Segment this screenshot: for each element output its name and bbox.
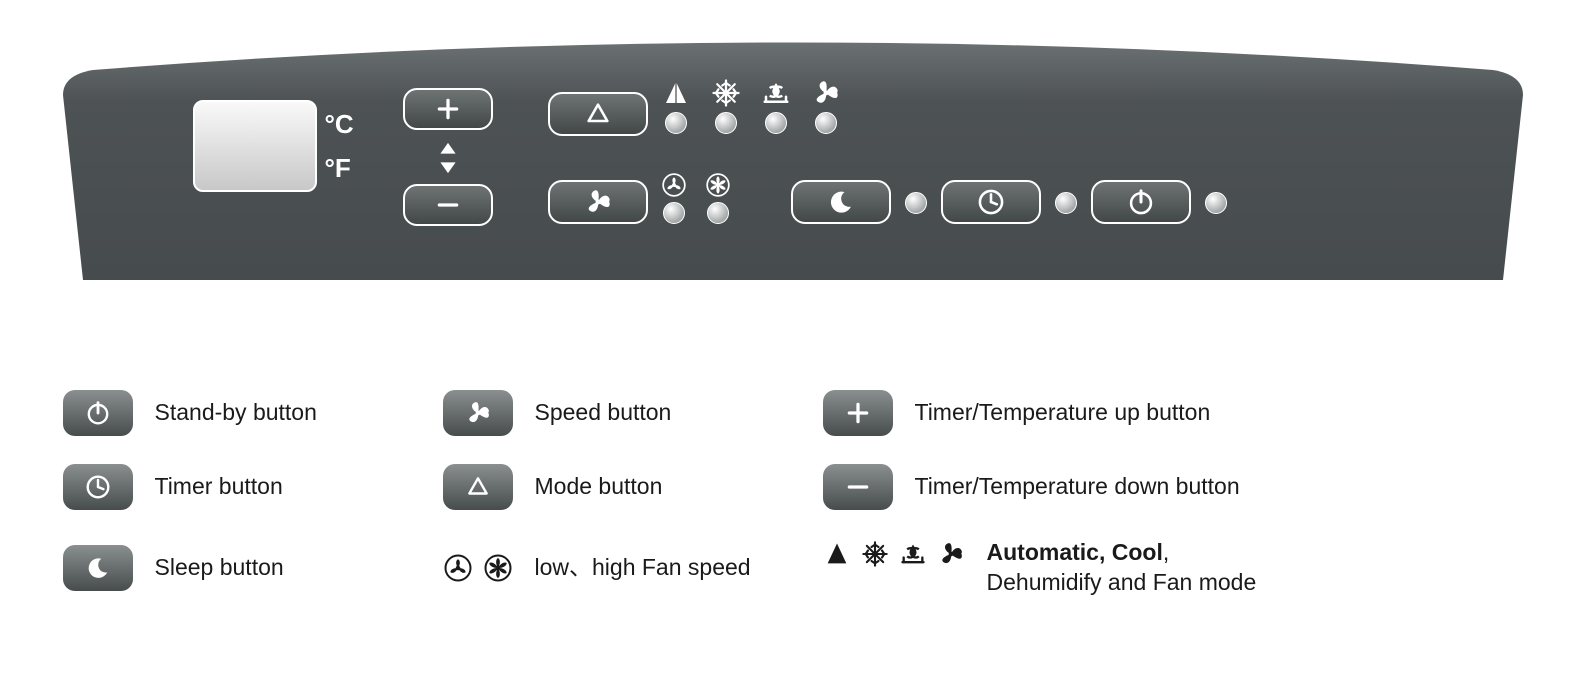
speed-icon <box>583 187 613 217</box>
power-led <box>1205 192 1227 214</box>
sleep-button[interactable] <box>791 180 891 224</box>
legend: Stand-by button Speed button Timer/Tempe… <box>63 390 1523 598</box>
fan-icon <box>811 78 841 108</box>
dehumidify-icon <box>761 78 791 108</box>
legend-mode-icon <box>443 464 513 510</box>
mode-auto-led <box>665 112 687 134</box>
sleep-led <box>905 192 927 214</box>
legend-sleep: Sleep button <box>63 538 443 598</box>
fan-high-icon <box>483 553 513 583</box>
legend-plus-icon <box>823 390 893 436</box>
unit-labels: °C °F <box>325 102 354 190</box>
legend-mode: Mode button <box>443 464 823 510</box>
plus-icon <box>435 96 461 122</box>
legend-speed-text: Speed button <box>535 398 672 428</box>
speed-indicators <box>661 172 731 224</box>
legend-sleep-text: Sleep button <box>155 553 284 583</box>
legend-speed: Speed button <box>443 390 823 436</box>
timer-icon <box>977 188 1005 216</box>
mode-cool-led <box>715 112 737 134</box>
auto-icon <box>823 540 851 568</box>
legend-plus: Timer/Temperature up button <box>823 390 1343 436</box>
power-icon <box>1127 188 1155 216</box>
timer-led <box>1055 192 1077 214</box>
speed-low <box>661 172 687 224</box>
control-panel: °C °F <box>63 30 1523 280</box>
legend-modes: Automatic, Cool, Dehumidify and Fan mode <box>823 538 1343 598</box>
mode-auto <box>661 78 691 134</box>
legend-mode-text: Mode button <box>535 472 663 502</box>
legend-modes-icons <box>823 538 965 568</box>
legend-fanspeed-icons <box>443 553 513 583</box>
mode-cool <box>711 78 741 134</box>
legend-minus-icon <box>823 464 893 510</box>
cool-icon <box>711 78 741 108</box>
legend-timer: Timer button <box>63 464 443 510</box>
mode-icon <box>584 100 612 128</box>
mode-indicators <box>661 78 841 134</box>
speed-low-led <box>663 202 685 224</box>
fan-low-icon <box>661 172 687 198</box>
speed-button[interactable] <box>548 180 648 224</box>
up-down-indicator <box>435 138 461 183</box>
legend-power: Stand-by button <box>63 390 443 436</box>
mode-dehumidify <box>761 78 791 134</box>
plus-button[interactable] <box>403 88 493 130</box>
auto-icon <box>661 78 691 108</box>
sleep-icon <box>827 188 855 216</box>
mode-button[interactable] <box>548 92 648 136</box>
cool-icon <box>861 540 889 568</box>
mode-fan-led <box>815 112 837 134</box>
legend-minus-text: Timer/Temperature down button <box>915 472 1240 502</box>
fan-low-icon <box>443 553 473 583</box>
minus-icon <box>435 192 461 218</box>
power-button[interactable] <box>1091 180 1191 224</box>
timer-button[interactable] <box>941 180 1041 224</box>
temperature-display <box>193 100 317 192</box>
fan-high-icon <box>705 172 731 198</box>
legend-timer-icon <box>63 464 133 510</box>
legend-minus: Timer/Temperature down button <box>823 464 1343 510</box>
celsius-label: °C <box>325 102 354 146</box>
legend-modes-text: Automatic, Cool, Dehumidify and Fan mode <box>987 538 1257 598</box>
legend-timer-text: Timer button <box>155 472 283 502</box>
legend-power-icon <box>63 390 133 436</box>
fahrenheit-label: °F <box>325 146 354 190</box>
minus-button[interactable] <box>403 184 493 226</box>
legend-plus-text: Timer/Temperature up button <box>915 398 1211 428</box>
legend-sleep-icon <box>63 545 133 591</box>
mode-dehum-led <box>765 112 787 134</box>
legend-power-text: Stand-by button <box>155 398 317 428</box>
speed-high-led <box>707 202 729 224</box>
fan-icon <box>937 540 965 568</box>
dehumidify-icon <box>899 540 927 568</box>
legend-fanspeed: low、high Fan speed <box>443 538 823 598</box>
legend-speed-icon <box>443 390 513 436</box>
legend-fanspeed-text: low、high Fan speed <box>535 553 751 583</box>
mode-fan <box>811 78 841 134</box>
speed-high <box>705 172 731 224</box>
